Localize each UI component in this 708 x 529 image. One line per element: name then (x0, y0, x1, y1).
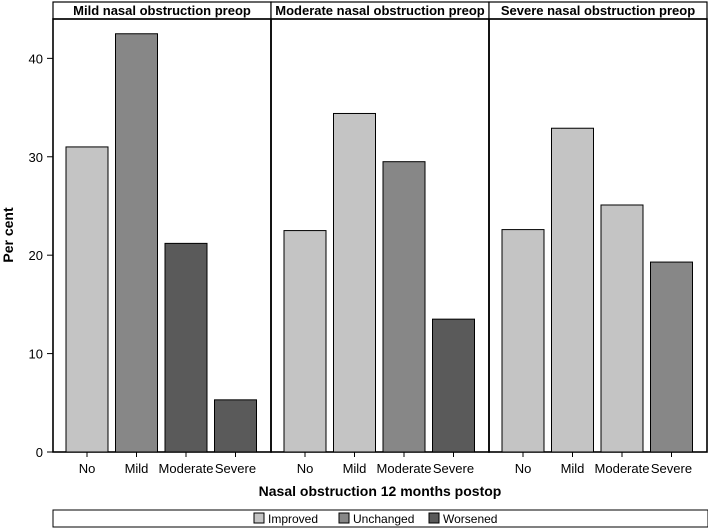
x-tick-label: Moderate (377, 461, 432, 476)
x-tick-label: Moderate (595, 461, 650, 476)
legend-box (52, 509, 708, 528)
bar-severe (214, 399, 257, 453)
x-tick-label: Mild (125, 461, 149, 476)
bar-mild (551, 127, 594, 453)
x-tick-label: Moderate (159, 461, 214, 476)
bar-moderate (164, 242, 208, 453)
x-tick-label: No (515, 461, 532, 476)
legend-label-worsened: Worsened (443, 512, 497, 526)
panel-frame (488, 18, 708, 453)
panel-1: Mild nasal obstruction preop No Mild Modera… (52, 1, 272, 476)
bar-moderate (600, 204, 644, 453)
bar-no (65, 146, 109, 453)
bar-mild (115, 33, 158, 453)
bar-severe (432, 318, 475, 453)
legend-swatch-worsened (428, 512, 440, 524)
y-tick-label: 0 (36, 445, 43, 460)
panel-2: Moderate nasal obstruction preop No Mild Mo… (270, 1, 490, 476)
legend: Improved Unchanged Worsened (52, 509, 708, 528)
legend-swatch-unchanged (338, 512, 350, 524)
x-tick-label: Mild (343, 461, 367, 476)
bar-severe (650, 261, 693, 453)
legend-swatch-improved (253, 512, 265, 524)
y-tick-label: 40 (29, 51, 43, 66)
legend-label-unchanged: Unchanged (353, 512, 414, 526)
x-tick-label: Severe (433, 461, 474, 476)
bar-no (501, 229, 545, 453)
x-tick-label: Severe (215, 461, 256, 476)
x-axis-title: Nasal obstruction 12 months postop (259, 483, 502, 499)
y-tick-group: 0 10 20 30 40 (29, 51, 53, 460)
x-tick-label: Severe (651, 461, 692, 476)
x-tick-label: Mild (561, 461, 585, 476)
legend-items: Improved Unchanged Worsened (253, 512, 497, 526)
bar-no (283, 230, 327, 453)
bar-moderate (382, 161, 426, 453)
panel-title: Moderate nasal obstruction preop (275, 3, 485, 18)
y-tick-label: 20 (29, 248, 43, 263)
x-tick-label: No (297, 461, 314, 476)
y-tick-label: 30 (29, 150, 43, 165)
panel-title: Severe nasal obstruction preop (501, 3, 695, 18)
bar-mild (333, 112, 376, 453)
legend-label-improved: Improved (268, 512, 318, 526)
y-axis-title: Per cent (0, 207, 16, 263)
panel-3: Severe nasal obstruction preop No Mild Mode… (488, 1, 708, 476)
y-tick-label: 10 (29, 347, 43, 362)
x-tick-label: No (79, 461, 96, 476)
panel-title: Mild nasal obstruction preop (73, 3, 251, 18)
y-axis: 0 10 20 30 40 Per cent (0, 19, 54, 460)
